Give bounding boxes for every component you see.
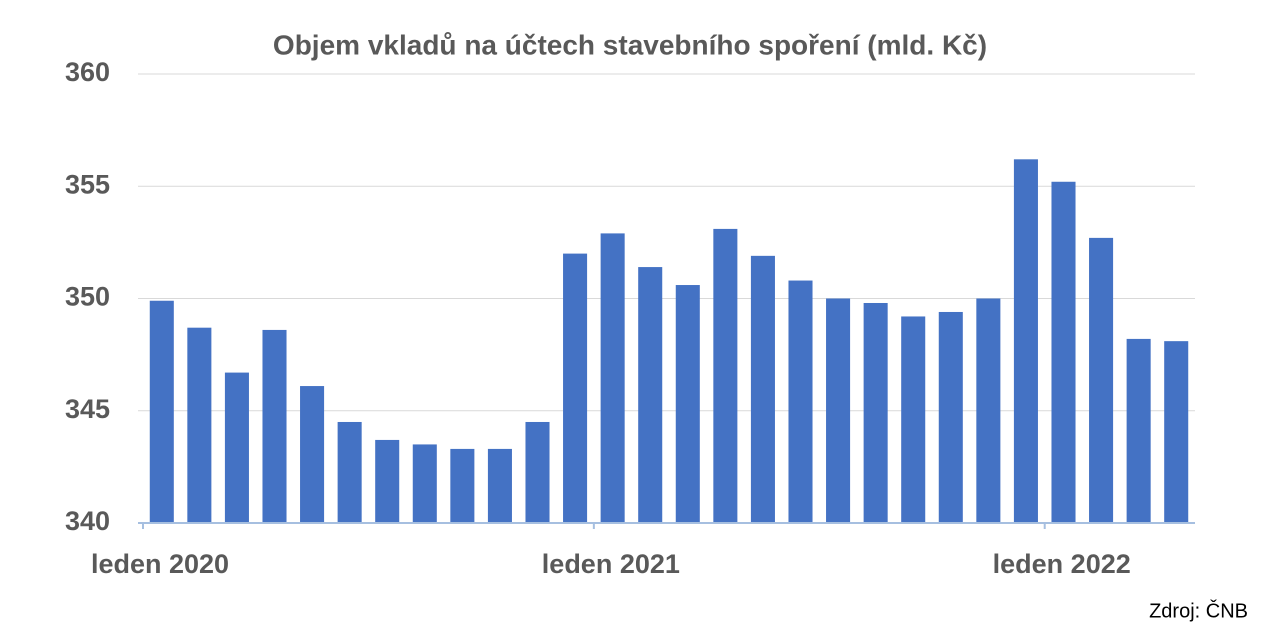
bar — [149, 300, 174, 523]
bar — [525, 421, 550, 523]
bar — [450, 448, 475, 523]
bar — [487, 448, 512, 523]
bar — [1051, 181, 1076, 523]
y-tick-label: 350 — [65, 282, 110, 312]
bar — [563, 253, 588, 523]
bar — [224, 372, 249, 523]
bar — [713, 228, 738, 523]
y-tick-label: 345 — [65, 394, 110, 424]
bar — [262, 329, 287, 523]
source-note: Zdroj: ČNB — [1149, 599, 1248, 622]
bar — [300, 386, 325, 523]
x-tick-label: leden 2021 — [542, 549, 680, 579]
bar — [901, 316, 926, 523]
bar — [1089, 237, 1114, 523]
bar — [187, 327, 212, 523]
bar — [750, 255, 775, 523]
bar — [675, 285, 700, 523]
y-tick-label: 360 — [65, 57, 110, 87]
bar — [938, 311, 963, 523]
bar — [1164, 341, 1189, 523]
bar — [375, 439, 400, 523]
y-tick-label: 355 — [65, 169, 110, 199]
bar — [1013, 159, 1038, 523]
x-tick-label: leden 2022 — [993, 549, 1131, 579]
bar — [863, 302, 888, 523]
bar — [788, 280, 813, 523]
bar — [1126, 338, 1151, 523]
bar — [976, 298, 1001, 523]
chart-title: Objem vkladů na účtech stavebního spořen… — [273, 29, 987, 60]
bar — [638, 267, 663, 523]
x-tick-label: leden 2020 — [91, 549, 229, 579]
bar — [337, 421, 362, 523]
bar — [826, 298, 851, 523]
bar — [412, 444, 437, 523]
y-tick-label: 340 — [65, 506, 110, 536]
bar — [600, 233, 625, 523]
